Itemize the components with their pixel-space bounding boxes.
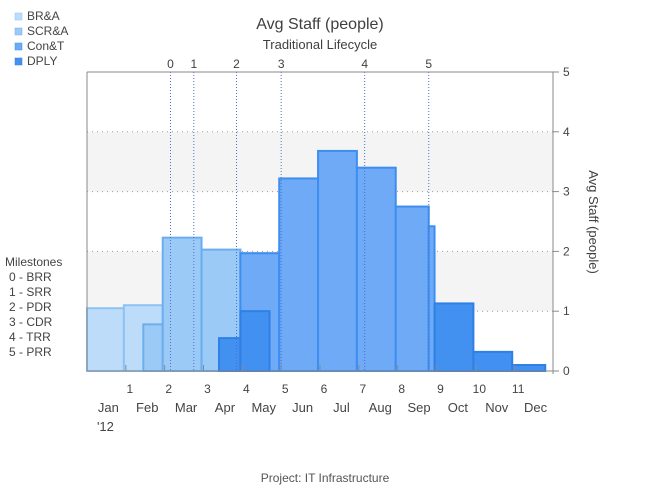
tick-labels: 0 1 2 3 4 5 0 1 2 3 4 5 1 2 3 4 5 6 7 8 9 10 11 Jan Feb Mar Apr May… [97, 57, 570, 434]
x-tick-label: 6 [321, 382, 328, 396]
legend-label: BR&A [27, 9, 60, 23]
month-label: Jun [292, 400, 313, 415]
x-tick-label: 10 [473, 382, 487, 396]
area-step [239, 310, 271, 373]
area-step [433, 302, 475, 372]
area-step [218, 337, 242, 372]
milestone-legend-item: 0 - BRR [9, 270, 52, 284]
x-tick-label: 7 [359, 382, 366, 396]
milestone-label: 5 [425, 57, 432, 71]
area-step [142, 323, 164, 372]
x-tick-label: 1 [126, 382, 133, 396]
y-axis-label: Avg Staff (people) [586, 170, 601, 274]
x-tick-label: 9 [437, 382, 444, 396]
x-tick-label: 5 [282, 382, 289, 396]
month-label: Dec [524, 400, 548, 415]
milestone-label: 0 [167, 57, 174, 71]
y-tick-label: 3 [563, 185, 570, 199]
milestone-legend-item: 4 - TRR [9, 330, 51, 344]
month-label: Mar [175, 400, 198, 415]
legend-label: DPLY [27, 54, 57, 68]
month-label: Nov [485, 400, 509, 415]
y-tick-label: 0 [563, 364, 570, 378]
month-label: May [251, 400, 276, 415]
area-step [472, 350, 514, 373]
area-step [161, 236, 203, 372]
legend-label: SCR&A [27, 24, 68, 38]
legend-swatch [14, 12, 23, 21]
area-step [394, 205, 430, 372]
chart-title: Avg Staff (people) [256, 16, 384, 33]
legend-swatch [14, 27, 23, 36]
milestone-label: 2 [233, 57, 240, 71]
x-tick-label: 8 [398, 382, 405, 396]
area-step [278, 177, 320, 372]
chart-subtitle: Traditional Lifecycle [263, 37, 377, 52]
legend-swatch [14, 42, 23, 51]
milestone-legend-title: Milestones [5, 255, 62, 269]
milestone-legend-item: 3 - CDR [9, 315, 53, 329]
series-areas [86, 149, 547, 373]
month-label: Jul [333, 400, 350, 415]
month-label: Jan [98, 400, 119, 415]
area-step [86, 307, 125, 372]
milestone-label: 4 [361, 57, 368, 71]
milestone-legend-item: 5 - PRR [9, 345, 52, 359]
area-step [317, 149, 358, 372]
milestone-legend-item: 1 - SRR [9, 285, 52, 299]
month-label: Aug [369, 400, 392, 415]
month-label: Sep [408, 400, 431, 415]
area-step [355, 166, 397, 372]
milestone-lines [169, 72, 430, 371]
x-tick-label: 4 [243, 382, 250, 396]
x-tick-label: 2 [165, 382, 172, 396]
area-step [511, 364, 547, 372]
milestone-legend-item: 2 - PDR [9, 300, 52, 314]
milestone-label: 3 [278, 57, 285, 71]
x-tick-label: 3 [204, 382, 211, 396]
y-tick-label: 5 [563, 65, 570, 79]
footer-text: Project: IT Infrastructure [261, 471, 390, 485]
year-label: '12 [97, 419, 114, 434]
y-tick-label: 1 [563, 304, 570, 318]
y-tick-label: 2 [563, 244, 570, 258]
milestone-label: 1 [190, 57, 197, 71]
legend-swatch [14, 57, 23, 66]
legend-label: Con&T [27, 39, 65, 53]
month-label: Apr [215, 400, 236, 415]
month-label: Feb [136, 400, 158, 415]
month-label: Oct [448, 400, 469, 415]
y-tick-label: 4 [563, 125, 570, 139]
x-tick-label: 11 [512, 382, 525, 396]
series-dply [218, 302, 547, 373]
axes [86, 71, 559, 374]
